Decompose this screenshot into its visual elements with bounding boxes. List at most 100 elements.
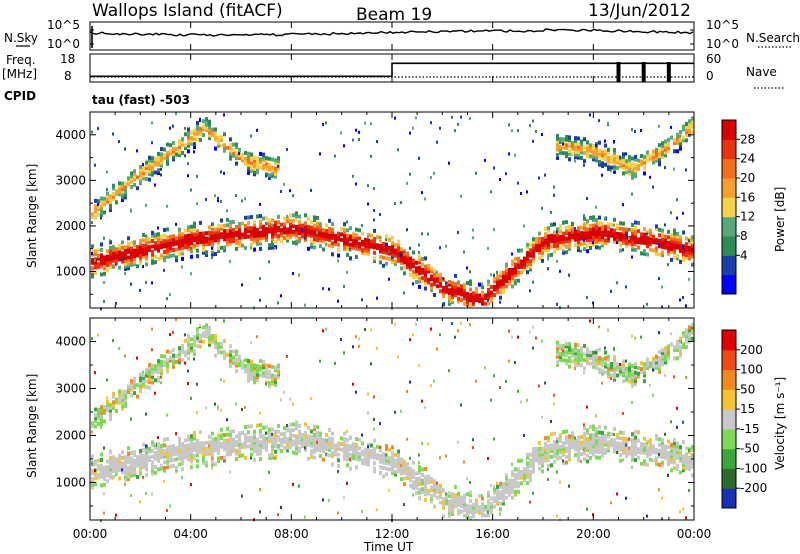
velocity-cell	[547, 452, 550, 457]
power-cell	[199, 220, 202, 225]
velocity-cell	[298, 429, 301, 434]
power-cell	[109, 259, 112, 264]
velocity-cell	[511, 495, 514, 500]
velocity-cell	[451, 503, 454, 508]
power-cell	[592, 226, 595, 231]
velocity-cell	[499, 386, 501, 389]
velocity-cell	[691, 331, 694, 336]
power-cell	[421, 232, 423, 236]
velocity-cell	[334, 452, 337, 456]
velocity-cell	[238, 442, 241, 447]
velocity-cell	[310, 437, 313, 442]
power-cell	[475, 292, 478, 297]
power-cell	[367, 246, 370, 251]
velocity-cell	[151, 463, 154, 467]
power-cell	[352, 237, 355, 242]
power-cell	[130, 257, 133, 262]
velocity-cell	[469, 510, 472, 515]
velocity-cell	[355, 335, 357, 339]
power-cell	[364, 243, 367, 248]
velocity-cell	[391, 466, 393, 470]
velocity-cell	[391, 459, 394, 464]
power-cell	[499, 284, 502, 289]
velocity-cell	[376, 453, 379, 458]
power-cell	[640, 159, 643, 164]
power-cell	[97, 212, 100, 217]
power-cell	[157, 237, 160, 242]
velocity-cell	[253, 371, 256, 376]
power-cell	[421, 276, 424, 281]
velocity-cell	[91, 485, 94, 490]
power-cell	[337, 237, 340, 242]
velocity-cell	[349, 457, 351, 461]
power-cell	[322, 287, 324, 291]
velocity-cell	[250, 376, 253, 381]
velocity-cell	[580, 446, 583, 451]
power-cell	[610, 231, 613, 235]
velocity-cell	[514, 475, 517, 480]
power-cell	[340, 232, 343, 237]
velocity-cell	[235, 363, 238, 368]
velocity-cell	[511, 487, 514, 492]
velocity-cell	[568, 457, 571, 462]
power-cell	[502, 279, 505, 284]
velocity-cell	[376, 456, 379, 461]
velocity-cell	[106, 408, 109, 413]
power-cell	[658, 151, 661, 156]
velocity-cell	[598, 441, 601, 446]
velocity-cell	[280, 449, 283, 453]
velocity-cell	[406, 461, 409, 466]
velocity-cell	[166, 448, 169, 453]
velocity-cell	[535, 452, 538, 457]
velocity-cell	[643, 379, 646, 384]
power-cell	[343, 144, 345, 148]
power-cell	[229, 228, 232, 233]
velocity-cell	[541, 339, 543, 343]
power-cell	[643, 160, 646, 165]
velocity-cell	[475, 498, 478, 503]
power-cell	[124, 267, 127, 271]
power-cell	[361, 248, 364, 253]
power-cell	[250, 157, 253, 162]
power-cell	[682, 135, 685, 140]
power-cell	[637, 166, 640, 171]
velocity-cell	[343, 445, 346, 450]
velocity-cell	[688, 461, 691, 466]
power-cell	[562, 239, 565, 244]
power-cell	[244, 235, 247, 239]
power-cell	[253, 247, 256, 252]
power-cell	[664, 240, 667, 245]
power-cell	[469, 282, 472, 287]
power-cell	[316, 227, 319, 231]
velocity-cell	[622, 439, 625, 444]
velocity-cell	[589, 425, 592, 429]
velocity-cell	[106, 459, 109, 464]
velocity-cell	[265, 374, 268, 379]
power-cell	[130, 171, 133, 176]
power-cell	[511, 278, 514, 283]
velocity-cell	[592, 441, 595, 446]
velocity-cell	[679, 459, 682, 464]
power-cell	[91, 260, 94, 265]
velocity-cell	[667, 462, 670, 466]
velocity-cell	[325, 327, 327, 331]
velocity-cell	[280, 440, 283, 445]
velocity-cell	[241, 453, 244, 458]
power-cell	[325, 121, 327, 125]
power-cell	[109, 248, 112, 253]
power-cell	[229, 223, 232, 227]
power-cell	[148, 161, 151, 166]
velocity-cell	[583, 448, 585, 452]
velocity-cell	[349, 435, 352, 440]
power-cell	[157, 256, 160, 261]
velocity-cell	[382, 460, 385, 465]
velocity-cell	[586, 507, 588, 511]
power-cell	[625, 170, 628, 175]
velocity-cell	[358, 337, 360, 341]
power-cell	[607, 238, 610, 243]
power-cell	[544, 243, 547, 248]
velocity-cell	[109, 414, 112, 419]
power-cell	[235, 161, 238, 166]
power-cell	[628, 238, 631, 243]
velocity-cell	[196, 332, 199, 337]
